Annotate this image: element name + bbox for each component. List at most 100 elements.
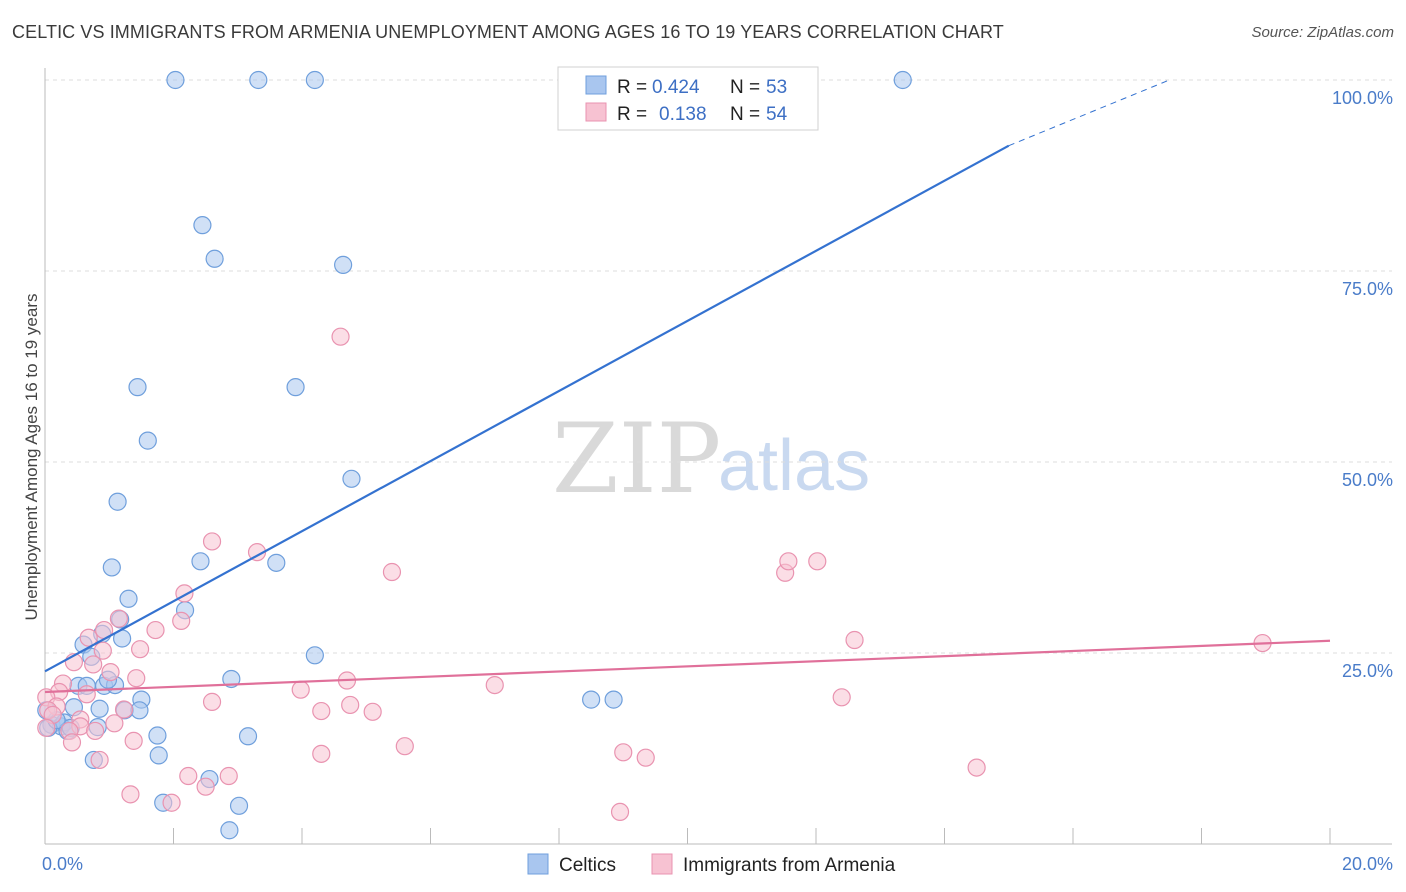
armenia-point: [382, 562, 402, 582]
bottom-legend-swatch-celtics: [527, 853, 549, 875]
legend-n-label-2: N =: [730, 104, 760, 125]
legend-swatch-blue: [585, 75, 607, 95]
armenia-point: [196, 777, 215, 796]
celtics-point: [148, 726, 167, 745]
armenia-point: [37, 718, 56, 737]
legend-swatch-pink: [585, 102, 607, 122]
watermark-zip: ZIP: [552, 403, 721, 515]
legend-n-label-1: N =: [730, 77, 760, 98]
celtics-point: [149, 746, 168, 765]
celtics-point: [604, 690, 623, 709]
celtics-trend-line: [44, 144, 1010, 673]
armenia-point: [341, 695, 360, 715]
celtics-point: [166, 70, 185, 90]
celtics-point: [582, 690, 601, 709]
armenia-point: [86, 721, 105, 741]
armenia-point: [779, 552, 798, 571]
celtics-point: [342, 469, 361, 488]
celtics-point: [128, 378, 147, 397]
armenia-point: [832, 688, 851, 707]
bottom-legend-armenia: Immigrants from Armenia: [683, 855, 896, 876]
bottom-legend-swatch-armenia: [651, 853, 673, 875]
legend-r-value-1: 0.424: [652, 77, 700, 98]
armenia-point: [84, 655, 103, 674]
trend-lines: [44, 79, 1331, 694]
bottom-legend-celtics: Celtics: [559, 855, 616, 876]
armenia-point: [90, 750, 109, 770]
celtics-point: [205, 249, 224, 268]
watermark-atlas: atlas: [718, 426, 870, 506]
celtics-point: [220, 821, 239, 840]
armenia-point: [291, 680, 310, 699]
celtics-point: [893, 70, 912, 90]
armenia-point: [127, 669, 146, 688]
bottom-legend: Celtics Immigrants from Armenia: [527, 853, 896, 876]
y-tick-label: 50.0%: [1342, 470, 1393, 490]
legend-n-value-2: 54: [766, 104, 788, 125]
celtics-point: [130, 701, 149, 720]
chart-title: CELTIC VS IMMIGRANTS FROM ARMENIA UNEMPL…: [12, 22, 1004, 42]
celtics-point: [238, 727, 258, 746]
celtics-point: [108, 492, 127, 511]
legend: R = 0.424 N = 53 R = 0.138 N = 54: [557, 66, 819, 131]
armenia-point: [202, 532, 222, 551]
armenia-point: [363, 702, 382, 721]
armenia-point: [485, 675, 504, 695]
celtics-point: [249, 70, 268, 90]
celtics-point: [222, 669, 241, 689]
armenia-point: [636, 748, 655, 767]
x-tick-label-max: 20.0%: [1342, 854, 1393, 874]
armenia-point: [845, 630, 864, 650]
legend-r-label-2: R =: [617, 104, 647, 125]
armenia-trend-line: [44, 639, 1331, 694]
armenia-point: [808, 552, 827, 571]
source-credit: Source: ZipAtlas.com: [1251, 24, 1394, 41]
legend-r-label-1: R =: [617, 77, 647, 98]
y-tick-label: 100.0%: [1332, 88, 1393, 108]
y-axis-label: Unemployment Among Ages 16 to 19 years: [22, 294, 41, 621]
x-tick-label-min: 0.0%: [42, 854, 83, 874]
armenia-point: [202, 692, 222, 711]
armenia-point: [179, 766, 198, 786]
legend-n-value-1: 53: [766, 77, 787, 98]
celtics-point: [305, 646, 324, 665]
armenia-point: [121, 785, 140, 804]
armenia-point: [77, 685, 96, 704]
y-tick-label: 75.0%: [1342, 279, 1393, 299]
armenia-point: [101, 662, 120, 682]
armenia-point: [395, 737, 414, 756]
tick-labels: 25.0% 50.0% 75.0% 100.0% 0.0% 20.0%: [42, 88, 1393, 874]
celtics-point: [119, 589, 138, 608]
celtics-point: [90, 699, 109, 718]
armenia-point: [614, 743, 633, 762]
armenia-point: [114, 700, 134, 719]
celtics-point: [305, 70, 324, 90]
celtics-point: [267, 553, 286, 572]
celtics-point: [102, 558, 121, 577]
armenia-point: [62, 733, 82, 752]
y-tick-label: 25.0%: [1342, 661, 1393, 681]
legend-r-value-2: 0.138: [659, 104, 707, 125]
armenia-point: [109, 609, 128, 628]
celtics-point: [138, 431, 157, 450]
celtics-point: [191, 552, 210, 571]
armenia-point: [124, 731, 143, 750]
grid-lines: [45, 79, 1392, 654]
armenia-point: [312, 744, 331, 763]
armenia-point: [146, 620, 165, 640]
armenia-point: [93, 641, 112, 660]
celtics-point: [193, 216, 212, 235]
armenia-point: [79, 628, 98, 647]
celtics-point: [286, 378, 305, 397]
celtics-point: [229, 796, 249, 815]
armenia-point: [219, 766, 238, 786]
armenia-point: [610, 802, 630, 822]
armenia-point: [312, 701, 331, 721]
armenia-point: [967, 758, 986, 777]
armenia-point: [162, 793, 181, 812]
armenia-point: [130, 640, 150, 659]
armenia-point: [105, 714, 124, 733]
celtics-point: [334, 255, 353, 274]
celtics-trend-extension: [1008, 79, 1170, 147]
